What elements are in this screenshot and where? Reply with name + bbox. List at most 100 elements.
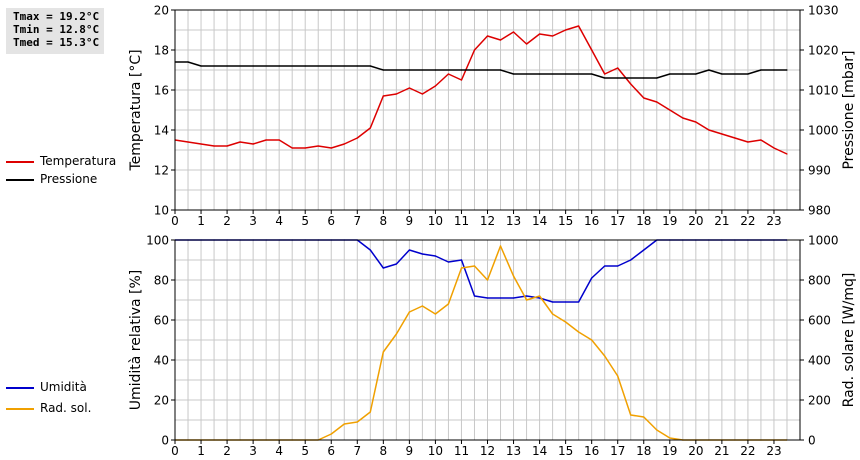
data-point: [252, 65, 254, 67]
data-point: [252, 143, 254, 145]
x-tick-label: 1: [197, 444, 205, 458]
legend-rad-sol: Rad. sol.: [4, 400, 154, 418]
x-tick-label: 14: [532, 214, 547, 228]
data-point: [304, 65, 306, 67]
x-tick-label: 6: [327, 214, 335, 228]
y-tick-label: 100: [146, 234, 169, 248]
y-tick-label: 16: [154, 84, 169, 98]
data-point: [369, 411, 371, 413]
data-point: [552, 301, 554, 303]
x-tick-label: 20: [688, 444, 703, 458]
data-point: [734, 137, 736, 139]
x-tick-label: 20: [688, 214, 703, 228]
y2-tick-label: 1030: [808, 4, 839, 18]
x-tick-label: 2: [223, 444, 231, 458]
data-point: [447, 73, 450, 75]
data-point: [630, 83, 632, 85]
legend-label: Rad. sol.: [40, 401, 92, 415]
data-point: [669, 73, 671, 75]
data-point: [591, 277, 593, 279]
data-point: [434, 85, 437, 87]
x-tick-label: 14: [532, 444, 547, 458]
data-point: [278, 139, 280, 141]
data-point: [421, 93, 423, 95]
tmin-text: Tmin = 12.8°C: [13, 23, 100, 36]
x-tick-label: 11: [454, 444, 469, 458]
data-point: [643, 416, 645, 418]
tmax-text: Tmax = 19.2°C: [13, 10, 100, 23]
data-point: [708, 129, 710, 131]
legend-label: Umidità: [40, 380, 87, 394]
data-point: [656, 77, 658, 79]
humidity-radiation-chart: 0 1 2 3 4 5 6 7 8 9 10 11 12 13 14 15 16 17 18 19 20 21 22 2302…: [128, 234, 857, 459]
data-point: [669, 437, 671, 439]
data-point: [369, 249, 371, 251]
x-tick-label: 22: [740, 444, 755, 458]
x-tick-label: 15: [558, 444, 573, 458]
x-tick-label: 4: [275, 214, 283, 228]
data-point: [656, 429, 658, 431]
data-point: [408, 87, 410, 89]
data-point: [578, 25, 580, 27]
data-point: [460, 259, 463, 261]
data-point: [591, 339, 593, 341]
y2-tick-label: 1000: [808, 234, 839, 248]
x-tick-label: 12: [480, 214, 495, 228]
y2-tick-label: 1010: [808, 84, 839, 98]
x-tick-label: 13: [506, 214, 521, 228]
data-point: [552, 313, 554, 315]
data-point: [512, 73, 515, 75]
x-tick-label: 23: [766, 214, 781, 228]
legend-pressione: Pressione: [4, 171, 154, 189]
y2-tick-label: 990: [808, 164, 831, 178]
data-point: [330, 433, 332, 435]
y2-tick-label: 600: [808, 314, 831, 328]
data-point: [408, 311, 410, 313]
data-point: [682, 117, 684, 119]
data-point: [630, 414, 632, 416]
x-tick-label: 10: [428, 214, 443, 228]
data-point: [369, 65, 371, 67]
data-point: [447, 261, 450, 263]
x-tick-label: 10: [428, 444, 443, 458]
data-point: [604, 77, 606, 79]
data-point: [395, 93, 397, 95]
data-point: [499, 39, 502, 41]
x-tick-label: 18: [636, 214, 651, 228]
series-line-umidit-: [175, 239, 787, 303]
data-point: [473, 265, 476, 267]
x-tick-label: 12: [480, 444, 495, 458]
data-point: [604, 265, 606, 267]
data-point: [356, 65, 358, 67]
y2-tick-label: 200: [808, 394, 831, 408]
legend-swatch: [6, 408, 34, 410]
x-tick-label: 11: [454, 214, 469, 228]
x-tick-label: 16: [584, 214, 599, 228]
data-point: [369, 127, 371, 129]
data-point: [578, 331, 580, 333]
data-point: [460, 267, 463, 269]
data-point: [356, 421, 358, 423]
y2-tick-label: 400: [808, 354, 831, 368]
x-tick-label: 6: [327, 444, 335, 458]
x-tick-label: 1: [197, 214, 205, 228]
data-point: [643, 77, 645, 79]
data-point: [447, 303, 450, 305]
data-point: [512, 297, 515, 299]
data-point: [317, 145, 319, 147]
y2-axis-title: Rad. solare [W/mq]: [841, 273, 857, 408]
data-point: [643, 97, 645, 99]
data-point: [552, 35, 554, 37]
data-point: [630, 259, 632, 261]
data-point: [213, 145, 215, 147]
data-point: [604, 355, 606, 357]
data-point: [721, 73, 723, 75]
x-tick-label: 3: [249, 444, 257, 458]
data-point: [330, 147, 332, 149]
data-point: [200, 65, 202, 67]
data-point: [604, 73, 606, 75]
legend-swatch: [6, 387, 34, 389]
y2-tick-label: 800: [808, 274, 831, 288]
x-tick-label: 17: [610, 214, 625, 228]
data-point: [278, 65, 280, 67]
